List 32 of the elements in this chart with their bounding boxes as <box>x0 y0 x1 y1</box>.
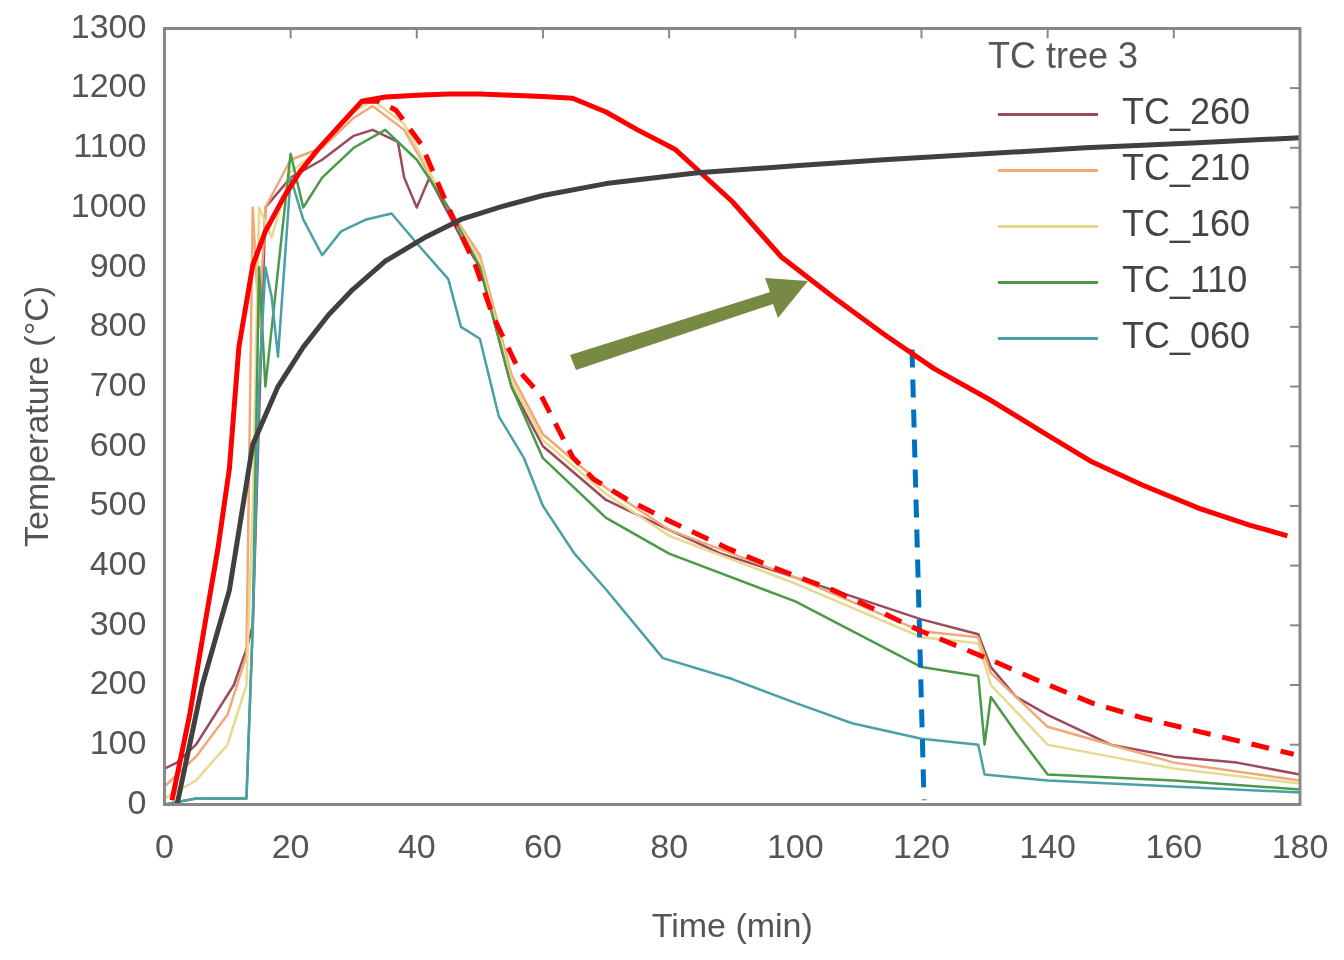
x-tick-label: 140 <box>1019 827 1077 866</box>
x-tick-label: 80 <box>650 827 689 866</box>
legend-label: TC_260 <box>1121 91 1250 133</box>
y-tick-label: 0 <box>127 782 147 821</box>
x-tick-label: 160 <box>1145 827 1203 866</box>
y-tick-label: 200 <box>89 663 147 702</box>
y-tick-label: 100 <box>89 723 147 762</box>
y-tick-label: 800 <box>89 305 147 344</box>
y-tick-label: 1000 <box>70 185 147 224</box>
y-tick-label: 400 <box>89 544 147 583</box>
x-tick-label: 60 <box>524 827 562 866</box>
y-tick-label: 1200 <box>70 66 147 105</box>
legend-label: TC_110 <box>1121 259 1248 301</box>
y-tick-label: 700 <box>89 364 147 403</box>
y-tick-label: 600 <box>89 424 147 463</box>
y-tick-label: 300 <box>89 603 147 642</box>
legend-label: TC_060 <box>1121 315 1250 357</box>
y-tick-label: 900 <box>89 245 147 284</box>
x-tick-label: 20 <box>271 827 310 866</box>
y-axis-title: Temperature (°C) <box>16 285 55 547</box>
x-tick-label: 0 <box>154 827 174 866</box>
legend-title: TC tree 3 <box>987 35 1138 77</box>
y-tick-label: 500 <box>89 484 147 523</box>
legend-label: TC_210 <box>1121 147 1250 189</box>
y-tick-label: 1300 <box>70 6 147 45</box>
x-axis-title: Time (min) <box>651 905 813 944</box>
legend-label: TC_160 <box>1121 203 1250 245</box>
x-tick-label: 40 <box>397 827 436 866</box>
x-tick-label: 180 <box>1271 827 1329 866</box>
x-tick-label: 100 <box>766 827 824 866</box>
x-tick-label: 120 <box>893 827 950 866</box>
y-tick-label: 1100 <box>73 126 147 165</box>
